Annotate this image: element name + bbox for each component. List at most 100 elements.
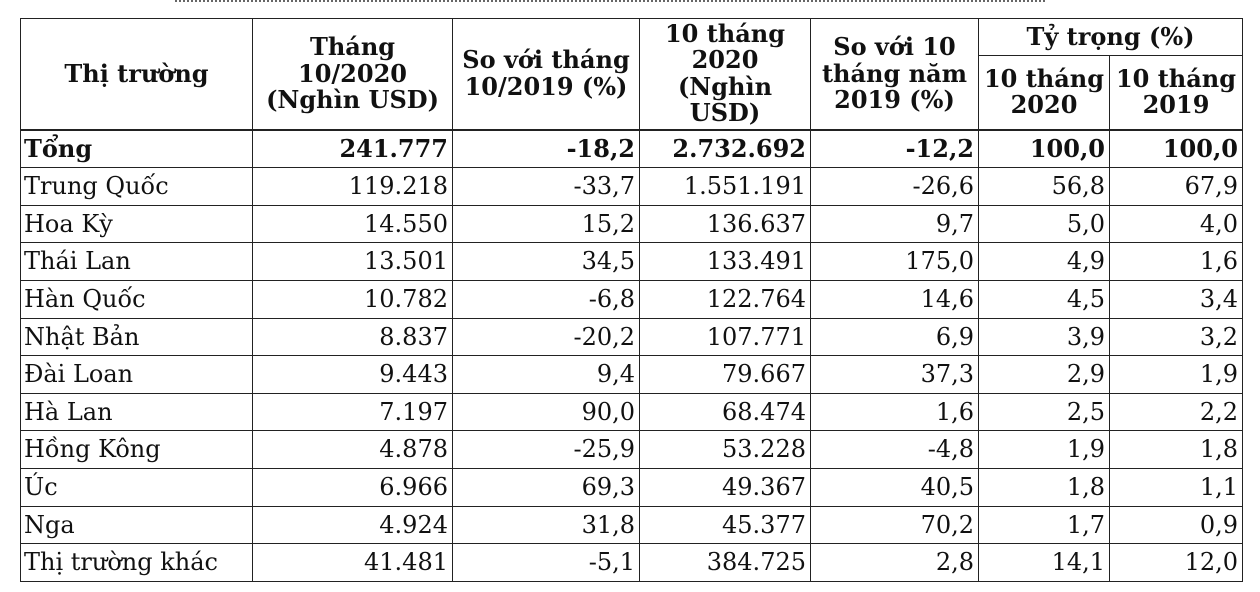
cell-market: Thị trường khác — [20, 543, 253, 582]
cell-share-2020: 3,9 — [978, 317, 1110, 357]
cell-oct2020: 119.218 — [252, 167, 453, 206]
table-row: Hàn Quốc 10.782 -6,8 122.764 14,6 4,5 3,… — [20, 279, 1243, 319]
cell-oct2020: 10.782 — [252, 279, 453, 319]
cell-oct2020: 4.878 — [252, 430, 453, 469]
cell-share-2020: 2,9 — [978, 355, 1110, 394]
cell-vs-oct2019: -20,2 — [452, 317, 640, 357]
cell-share-2019: 67,9 — [1109, 167, 1243, 206]
cell-oct2020: 7.197 — [252, 392, 453, 432]
cell-vs-ten-months-2019: -12,2 — [810, 128, 979, 169]
cell-vs-ten-months-2019: 9,7 — [810, 204, 979, 244]
cell-market: Hàn Quốc — [20, 279, 253, 319]
cell-share-2019: 1,1 — [1109, 467, 1243, 507]
cell-oct2020: 8.837 — [252, 317, 453, 357]
cell-vs-ten-months-2019: 175,0 — [810, 242, 979, 281]
cell-share-2020: 14,1 — [978, 543, 1110, 582]
cell-market: Úc — [20, 467, 253, 507]
table-row: Nga 4.924 31,8 45.377 70,2 1,7 0,9 — [20, 505, 1243, 545]
cell-vs-ten-months-2019: -4,8 — [810, 430, 979, 469]
cell-oct2020: 9.443 — [252, 355, 453, 394]
cell-share-2020: 100,0 — [978, 128, 1110, 169]
cell-share-2019: 3,2 — [1109, 317, 1243, 357]
cell-share-2020: 2,5 — [978, 392, 1110, 432]
header-oct2020: Tháng 10/2020 (Nghìn USD) — [252, 17, 453, 131]
header-ten-months-2020: 10 tháng 2020 (Nghìn USD) — [639, 17, 811, 131]
cell-vs-ten-months-2019: 6,9 — [810, 317, 979, 357]
cell-share-2019: 1,8 — [1109, 430, 1243, 469]
cell-market: Trung Quốc — [20, 167, 253, 206]
cell-oct2020: 6.966 — [252, 467, 453, 507]
cell-vs-oct2019: -18,2 — [452, 128, 640, 169]
header-market: Thị trường — [20, 17, 253, 131]
cell-share-2019: 0,9 — [1109, 505, 1243, 545]
cell-ten-months-2020: 133.491 — [639, 242, 811, 281]
cell-oct2020: 241.777 — [252, 128, 453, 169]
cell-ten-months-2020: 122.764 — [639, 279, 811, 319]
cell-oct2020: 4.924 — [252, 505, 453, 545]
cell-vs-ten-months-2019: 14,6 — [810, 279, 979, 319]
cell-vs-ten-months-2019: 2,8 — [810, 543, 979, 582]
header-share-2019: 10 tháng 2019 — [1109, 55, 1243, 131]
cell-share-2020: 56,8 — [978, 167, 1110, 206]
cell-vs-oct2019: 34,5 — [452, 242, 640, 281]
cell-ten-months-2020: 384.725 — [639, 543, 811, 582]
header-share-2020: 10 tháng 2020 — [978, 55, 1110, 131]
cell-vs-oct2019: -5,1 — [452, 543, 640, 582]
table-row: Úc 6.966 69,3 49.367 40,5 1,8 1,1 — [20, 467, 1243, 507]
cell-share-2019: 100,0 — [1109, 128, 1243, 169]
cell-vs-oct2019: -6,8 — [452, 279, 640, 319]
cell-share-2019: 1,6 — [1109, 242, 1243, 281]
cell-vs-ten-months-2019: -26,6 — [810, 167, 979, 206]
cell-ten-months-2020: 53.228 — [639, 430, 811, 469]
cell-ten-months-2020: 107.771 — [639, 317, 811, 357]
cell-ten-months-2020: 49.367 — [639, 467, 811, 507]
header-vs-oct2019: So với tháng 10/2019 (%) — [452, 17, 640, 131]
cell-ten-months-2020: 45.377 — [639, 505, 811, 545]
cell-share-2019: 12,0 — [1109, 543, 1243, 582]
cell-oct2020: 14.550 — [252, 204, 453, 244]
cell-ten-months-2020: 68.474 — [639, 392, 811, 432]
cell-share-2020: 4,5 — [978, 279, 1110, 319]
cell-vs-oct2019: -25,9 — [452, 430, 640, 469]
cell-share-2019: 2,2 — [1109, 392, 1243, 432]
cell-share-2020: 5,0 — [978, 204, 1110, 244]
cell-share-2020: 1,7 — [978, 505, 1110, 545]
cell-vs-oct2019: 69,3 — [452, 467, 640, 507]
cell-share-2019: 3,4 — [1109, 279, 1243, 319]
header-share: Tỷ trọng (%) — [978, 17, 1243, 57]
cell-market: Hà Lan — [20, 392, 253, 432]
cell-vs-oct2019: 90,0 — [452, 392, 640, 432]
cell-share-2019: 4,0 — [1109, 204, 1243, 244]
cell-market: Đài Loan — [20, 355, 253, 394]
cell-share-2020: 4,9 — [978, 242, 1110, 281]
header-vs-ten-months-2019: So với 10 tháng năm 2019 (%) — [810, 17, 979, 131]
cell-share-2020: 1,9 — [978, 430, 1110, 469]
cell-share-2019: 1,9 — [1109, 355, 1243, 394]
table-row: Hoa Kỳ 14.550 15,2 136.637 9,7 5,0 4,0 — [20, 204, 1243, 244]
cell-vs-ten-months-2019: 70,2 — [810, 505, 979, 545]
table-row: Hồng Kông 4.878 -25,9 53.228 -4,8 1,9 1,… — [20, 430, 1243, 469]
cell-market: Hoa Kỳ — [20, 204, 253, 244]
table-row: Nhật Bản 8.837 -20,2 107.771 6,9 3,9 3,2 — [20, 317, 1243, 357]
cell-ten-months-2020: 2.732.692 — [639, 128, 811, 169]
cell-ten-months-2020: 136.637 — [639, 204, 811, 244]
cell-vs-oct2019: 15,2 — [452, 204, 640, 244]
header-row-1: Thị trường Tháng 10/2020 (Nghìn USD) So … — [20, 17, 1243, 131]
cell-vs-ten-months-2019: 40,5 — [810, 467, 979, 507]
cell-share-2020: 1,8 — [978, 467, 1110, 507]
table-row: Thái Lan 13.501 34,5 133.491 175,0 4,9 1… — [20, 242, 1243, 281]
cell-market: Nga — [20, 505, 253, 545]
cell-ten-months-2020: 1.551.191 — [639, 167, 811, 206]
table-row: Thị trường khác 41.481 -5,1 384.725 2,8 … — [20, 543, 1243, 582]
cell-vs-ten-months-2019: 1,6 — [810, 392, 979, 432]
cell-vs-oct2019: 9,4 — [452, 355, 640, 394]
market-table: Thị trường Tháng 10/2020 (Nghìn USD) So … — [20, 17, 1243, 582]
cell-vs-oct2019: -33,7 — [452, 167, 640, 206]
table-row: Trung Quốc 119.218 -33,7 1.551.191 -26,6… — [20, 167, 1243, 206]
cell-oct2020: 41.481 — [252, 543, 453, 582]
cell-oct2020: 13.501 — [252, 242, 453, 281]
cell-market: Tổng — [20, 128, 253, 169]
cell-ten-months-2020: 79.667 — [639, 355, 811, 394]
cell-vs-oct2019: 31,8 — [452, 505, 640, 545]
cell-market: Hồng Kông — [20, 430, 253, 469]
